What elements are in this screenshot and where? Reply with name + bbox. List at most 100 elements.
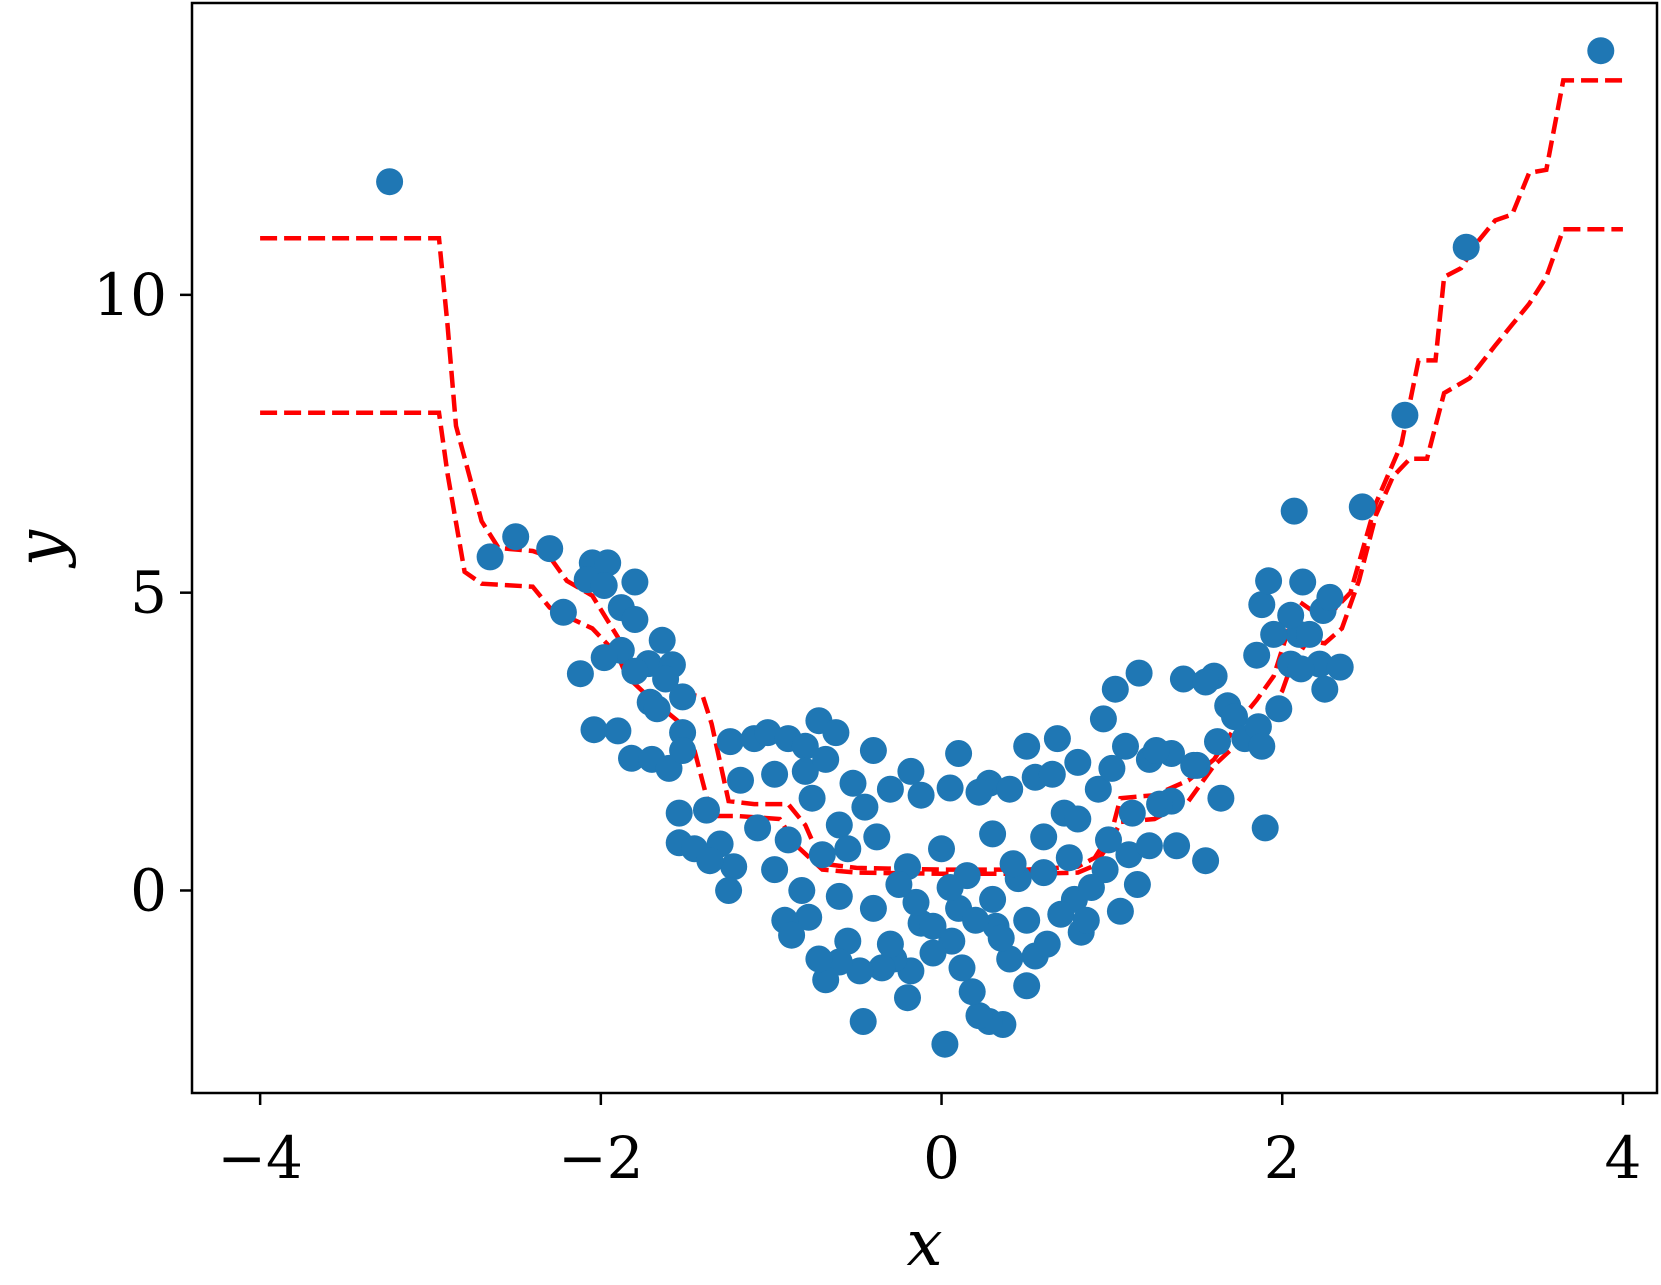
scatter-point bbox=[962, 906, 990, 934]
scatter-point bbox=[1248, 732, 1276, 760]
scatter-point bbox=[1251, 814, 1279, 842]
scatter-point bbox=[754, 719, 782, 747]
scatter-point bbox=[1112, 732, 1139, 760]
scatter-point bbox=[621, 568, 649, 596]
y-tick-label: 5 bbox=[130, 559, 167, 627]
scatter-point bbox=[958, 978, 986, 1006]
scatter-point bbox=[1146, 790, 1174, 818]
y-axis-ticks: 0 5 10 bbox=[93, 261, 192, 924]
scatter-point bbox=[851, 793, 879, 821]
scatter-point bbox=[1055, 844, 1083, 872]
scatter-point bbox=[1118, 799, 1146, 827]
scatter-point bbox=[1064, 748, 1092, 776]
scatter-point bbox=[696, 847, 724, 875]
scatter-point bbox=[996, 775, 1024, 803]
scatter-point bbox=[812, 966, 840, 994]
scatter-point bbox=[778, 921, 806, 949]
x-tick-label: −4 bbox=[217, 1124, 303, 1192]
band-line-2 bbox=[260, 227, 1623, 877]
scatter-point bbox=[902, 888, 930, 916]
scatter-point bbox=[618, 744, 645, 772]
scatter-point bbox=[1115, 841, 1143, 869]
scatter-point bbox=[849, 1008, 877, 1035]
x-tick-label: 2 bbox=[1264, 1124, 1301, 1192]
x-tick-label: 4 bbox=[1604, 1124, 1641, 1192]
scatter-point bbox=[1316, 583, 1344, 611]
scatter-point bbox=[549, 598, 577, 626]
scatter-point bbox=[566, 660, 594, 688]
scatter-point bbox=[761, 856, 789, 884]
scatter-point bbox=[580, 716, 608, 744]
scatter-point bbox=[1038, 760, 1066, 788]
scatter-point bbox=[965, 778, 993, 806]
y-axis-label: y bbox=[4, 529, 78, 569]
scatter-point bbox=[1221, 703, 1248, 731]
scatter-point bbox=[693, 796, 720, 824]
scatter-point bbox=[1296, 620, 1323, 648]
scatter-point bbox=[1077, 874, 1105, 901]
scatter-point bbox=[834, 927, 862, 955]
scatter-point bbox=[885, 871, 913, 898]
scatter-point bbox=[808, 841, 836, 869]
scatter-point bbox=[791, 732, 819, 760]
scatter-point bbox=[931, 1030, 959, 1058]
scatter-point bbox=[376, 168, 404, 196]
scatter-point bbox=[979, 885, 1007, 913]
scatter-point bbox=[1265, 695, 1293, 723]
scatter-point bbox=[1163, 832, 1191, 860]
scatter-points bbox=[376, 37, 1615, 1058]
scatter-point bbox=[1287, 655, 1315, 683]
scatter-point bbox=[1280, 497, 1308, 525]
scatter-point bbox=[594, 549, 622, 577]
scatter-point bbox=[1142, 737, 1170, 764]
scatter-point bbox=[774, 826, 802, 854]
scatter-point bbox=[1169, 665, 1197, 693]
scatter-point bbox=[965, 1002, 993, 1030]
scatter-point bbox=[876, 775, 904, 803]
scatter-point bbox=[604, 717, 632, 745]
scatter-point bbox=[1204, 728, 1231, 756]
scatter-point bbox=[1125, 659, 1153, 687]
scatter-point bbox=[1064, 805, 1092, 833]
scatter-point bbox=[1135, 832, 1163, 860]
scatter-point bbox=[846, 957, 874, 985]
scatter-point bbox=[761, 760, 789, 788]
y-tick-label: 10 bbox=[93, 261, 167, 329]
scatter-point bbox=[1013, 906, 1041, 934]
scatter-point bbox=[665, 799, 693, 827]
scatter-point bbox=[1084, 775, 1112, 803]
scatter-point bbox=[1452, 233, 1480, 261]
scatter-point bbox=[1013, 972, 1041, 1000]
scatter-point bbox=[999, 850, 1027, 878]
scatter-point bbox=[1207, 784, 1235, 812]
scatter-point bbox=[834, 835, 862, 863]
scatter-point bbox=[1123, 871, 1151, 898]
x-axis-label: x bbox=[906, 1207, 942, 1281]
scatter-point bbox=[1289, 568, 1317, 596]
scatter-point bbox=[897, 757, 925, 785]
scatter-point bbox=[795, 903, 823, 931]
scatter-point bbox=[716, 728, 744, 756]
scatter-point bbox=[996, 945, 1024, 973]
scatter-point bbox=[669, 683, 697, 711]
scatter-point bbox=[1391, 401, 1419, 429]
scatter-point bbox=[1248, 591, 1276, 619]
scatter-point bbox=[876, 930, 904, 958]
band-line-1 bbox=[260, 78, 1623, 872]
scatter-point bbox=[476, 543, 504, 571]
scatter-point bbox=[788, 877, 816, 904]
scatter-point bbox=[936, 874, 964, 901]
scatter-point bbox=[907, 781, 935, 809]
scatter-point bbox=[894, 984, 921, 1012]
scatter-point bbox=[1101, 675, 1129, 703]
scatter-point bbox=[919, 912, 947, 940]
x-tick-label: 0 bbox=[923, 1124, 960, 1192]
scatter-point bbox=[948, 954, 976, 982]
scatter-point bbox=[805, 945, 833, 973]
x-axis-ticks: −4 −2 0 2 4 bbox=[217, 1093, 1641, 1192]
scatter-point bbox=[1030, 859, 1058, 887]
scatter-point bbox=[798, 784, 826, 812]
scatter-point bbox=[1326, 653, 1354, 681]
scatter-point bbox=[822, 719, 850, 747]
